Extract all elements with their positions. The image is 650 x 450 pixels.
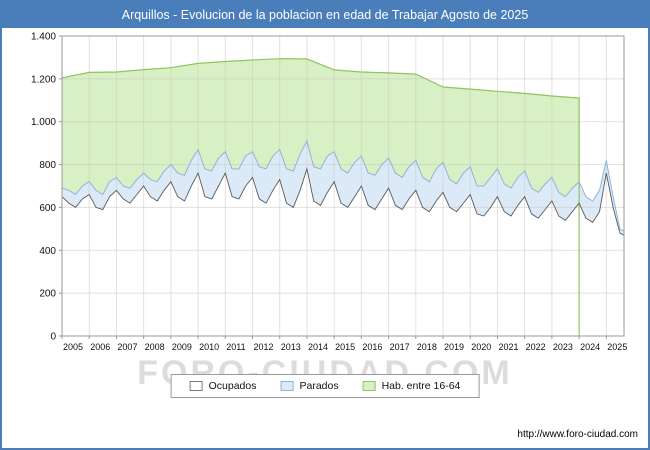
legend: Ocupados Parados Hab. entre 16-64: [170, 374, 480, 398]
legend-label-parados: Parados: [299, 380, 339, 392]
svg-text:2007: 2007: [117, 342, 137, 352]
svg-text:2017: 2017: [390, 342, 410, 352]
svg-text:2016: 2016: [362, 342, 382, 352]
svg-text:2020: 2020: [471, 342, 491, 352]
legend-swatch-parados: [280, 381, 294, 391]
svg-text:2023: 2023: [553, 342, 573, 352]
svg-text:2024: 2024: [580, 342, 600, 352]
svg-text:2015: 2015: [335, 342, 355, 352]
svg-text:800: 800: [39, 160, 56, 171]
svg-text:2018: 2018: [417, 342, 437, 352]
legend-label-hab-16-64: Hab. entre 16-64: [381, 380, 461, 392]
svg-text:1.400: 1.400: [31, 32, 56, 43]
legend-item-ocupados: Ocupados: [189, 380, 257, 392]
svg-text:2006: 2006: [90, 342, 110, 352]
svg-text:2022: 2022: [526, 342, 546, 352]
legend-swatch-ocupados: [189, 381, 203, 391]
svg-text:2012: 2012: [254, 342, 274, 352]
footer-url[interactable]: http://www.foro-ciudad.com: [517, 429, 638, 440]
page-title: Arquillos - Evolucion de la poblacion en…: [2, 2, 648, 28]
legend-label-ocupados: Ocupados: [208, 380, 257, 392]
svg-text:2025: 2025: [607, 342, 627, 352]
svg-text:2005: 2005: [63, 342, 83, 352]
svg-text:2011: 2011: [226, 342, 245, 352]
svg-text:200: 200: [39, 289, 56, 300]
legend-swatch-hab-16-64: [362, 381, 376, 391]
svg-text:0: 0: [50, 332, 56, 343]
svg-text:1.000: 1.000: [31, 117, 56, 128]
svg-text:2008: 2008: [145, 342, 165, 352]
svg-text:2009: 2009: [172, 342, 192, 352]
legend-item-parados: Parados: [280, 380, 339, 392]
svg-text:2019: 2019: [444, 342, 464, 352]
svg-text:400: 400: [39, 246, 56, 257]
svg-text:2014: 2014: [308, 342, 328, 352]
svg-text:2021: 2021: [498, 342, 518, 352]
svg-text:2010: 2010: [199, 342, 219, 352]
legend-item-hab-16-64: Hab. entre 16-64: [362, 380, 461, 392]
svg-text:1.200: 1.200: [31, 74, 56, 85]
svg-text:600: 600: [39, 203, 56, 214]
svg-text:2013: 2013: [281, 342, 301, 352]
population-area-chart: 0 200 400 600 800 1.000 1.200 1.400 2005 2006 2007…: [31, 32, 627, 353]
